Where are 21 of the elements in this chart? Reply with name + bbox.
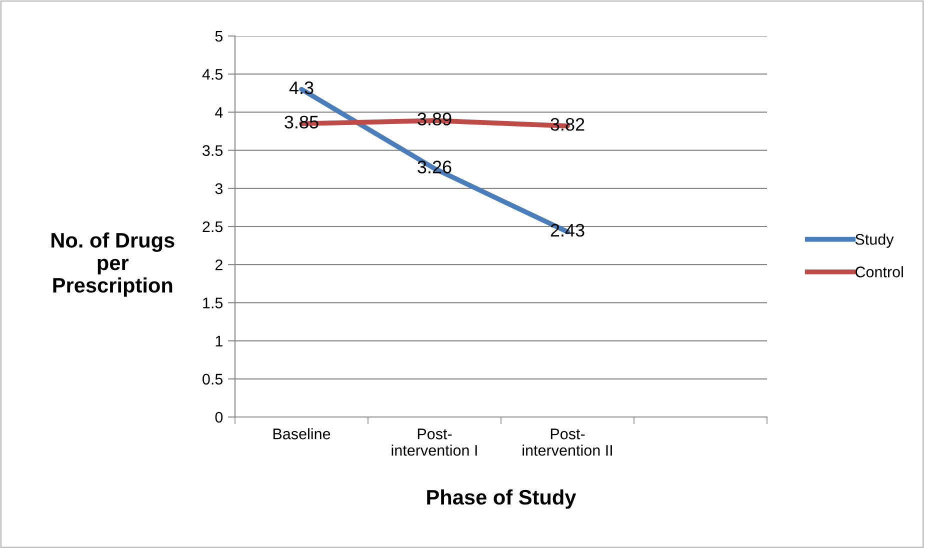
x-tick-label: Baseline: [273, 428, 330, 440]
y-tick-label: 1.5: [203, 298, 223, 308]
y-tick-label: 4.5: [202, 69, 223, 80]
x-tick-label: Post- intervention I: [392, 428, 477, 456]
y-tick-label: 2.5: [202, 221, 223, 232]
y-tick-label: 5: [215, 31, 223, 42]
x-tick-label: Post- intervention II: [522, 428, 612, 456]
y-tick-label: 1: [216, 336, 222, 346]
data-label: 4.3: [289, 81, 314, 94]
x-axis-title: Phase of Study: [427, 489, 576, 509]
data-label: 3.82: [550, 118, 584, 131]
y-tick-label: 0: [215, 412, 223, 423]
legend-label: Control: [855, 266, 903, 278]
y-tick-label: 3: [215, 183, 223, 194]
legend-label: Study: [855, 234, 894, 248]
y-axis-title: No. of Drugs per Prescription: [52, 232, 174, 297]
data-label: 3.85: [284, 116, 318, 128]
y-tick-label: 2: [215, 259, 222, 270]
y-tick-label: 3.5: [202, 145, 223, 156]
y-tick-label: 4: [215, 107, 223, 118]
y-tick-label: 0.5: [202, 374, 223, 385]
